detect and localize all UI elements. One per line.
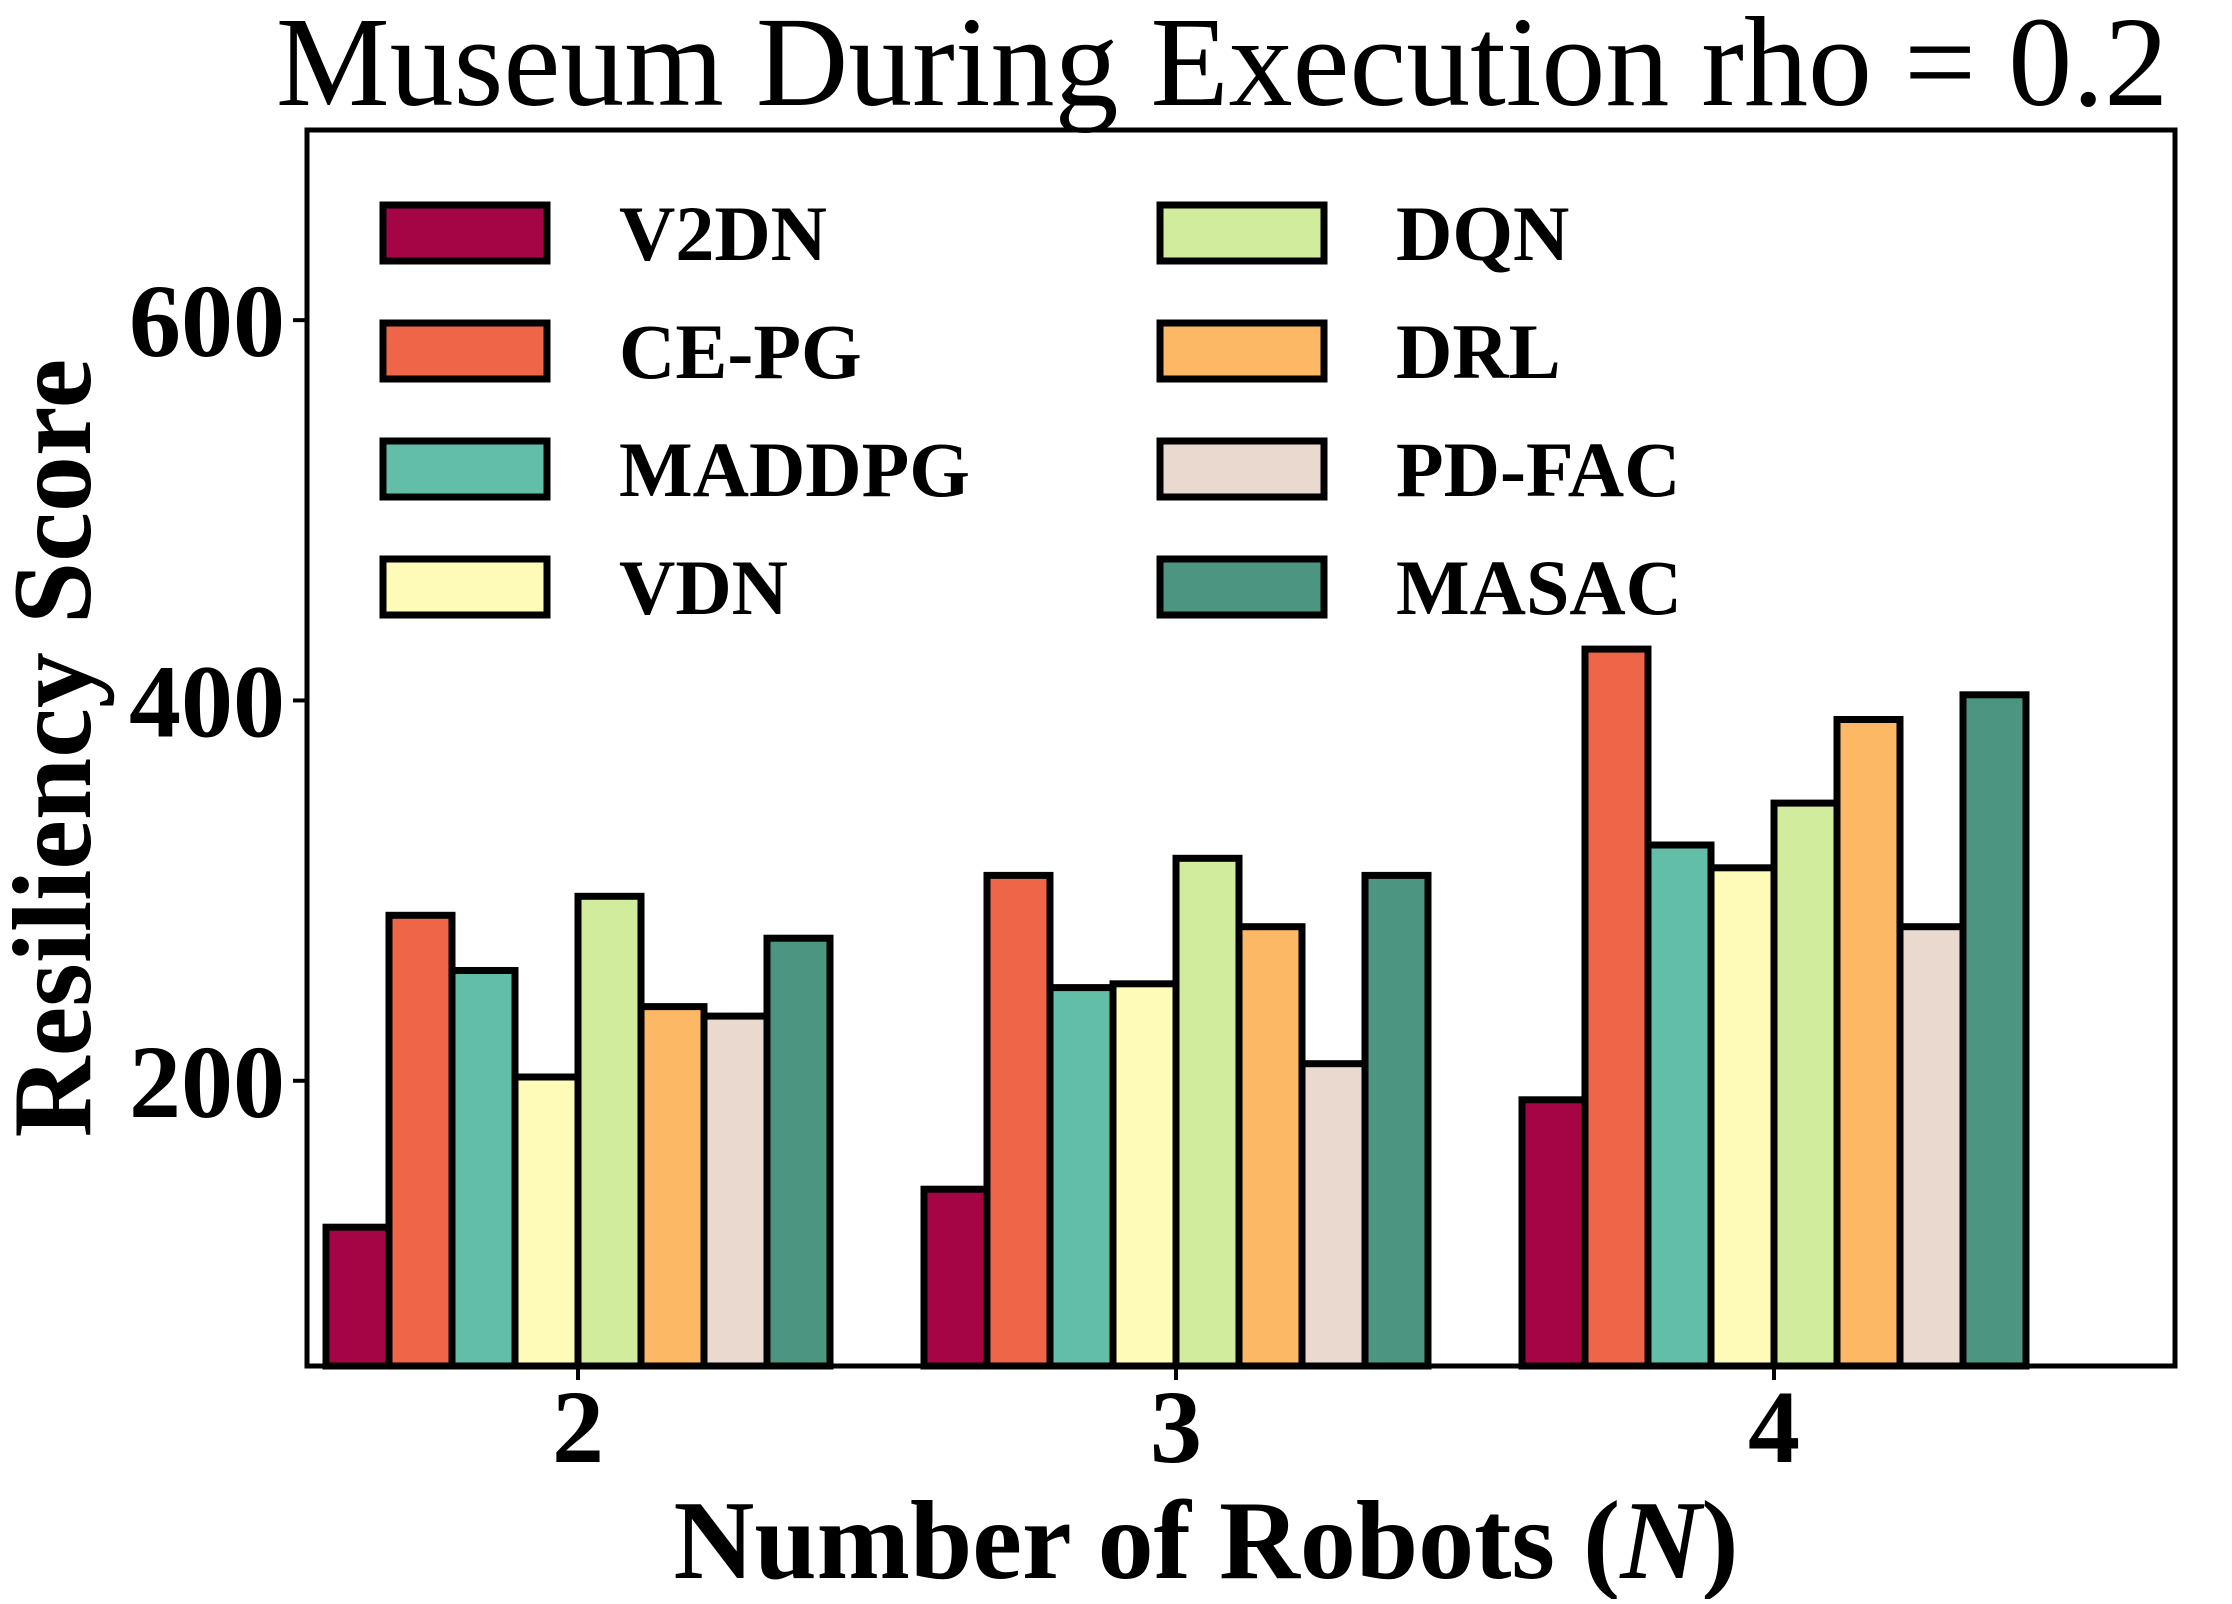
plot-frame [304,127,2178,1369]
legend-swatch-masac [1156,555,1328,619]
bar-vdn-n3 [1109,980,1180,1370]
bar-dqn-n3 [1172,854,1243,1370]
bar-ce-pg-n4 [1581,645,1652,1370]
legend-label-ce-pg: CE-PG [619,308,862,395]
bar-ce-pg-n3 [983,871,1054,1370]
bar-ce-pg-n2 [385,911,456,1370]
bar-vdn-n2 [511,1073,582,1370]
x-axis-label-variable: N [1618,1479,1705,1599]
bar-dqn-n2 [574,892,645,1370]
y-tick-label: 600 [129,264,285,379]
bar-masac-n4 [1959,691,2030,1370]
bar-masac-n2 [763,934,834,1370]
legend-swatch-ce-pg [379,319,551,383]
legend-swatch-maddpg [379,437,551,501]
bar-dqn-n4 [1770,799,1841,1370]
x-axis: 2 3 4 [552,1366,1800,1485]
bars-layer [322,645,2030,1370]
y-axis: 200 400 600 [129,264,307,1140]
y-tick-label: 200 [129,1025,285,1140]
bar-v2dn-n2 [322,1223,393,1370]
bar-pd-fac-n4 [1896,923,1967,1370]
x-tick-label: 3 [1150,1370,1202,1485]
bar-pd-fac-n2 [700,1012,771,1370]
bar-masac-n3 [1361,871,1432,1370]
legend-label-v2dn: V2DN [619,190,827,277]
bar-maddpg-n3 [1046,984,1117,1370]
bar-maddpg-n4 [1644,841,1715,1370]
bar-vdn-n4 [1707,864,1778,1370]
legend-swatch-dqn [1156,201,1328,265]
legend-label-maddpg: MADDPG [619,426,970,513]
legend-swatch-v2dn [379,201,551,265]
bar-v2dn-n3 [920,1185,991,1370]
y-axis-label: Resiliency Score [0,359,115,1138]
legend-label-dqn: DQN [1396,190,1569,277]
bar-drl-n3 [1235,923,1306,1370]
legend-swatch-vdn [379,555,551,619]
chart-title: Museum During Execution rho = 0.2 [276,0,2168,133]
bar-drl-n2 [637,1003,708,1370]
legend-label-vdn: VDN [619,544,788,631]
x-axis-label-suffix: ) [1701,1479,1738,1599]
x-tick-label: 2 [552,1370,604,1485]
legend-swatch-drl [1156,319,1328,383]
legend-label-masac: MASAC [1396,544,1682,631]
legend: V2DN CE-PG MADDPG VDN DQN DRL PD-FAC MASAC [379,190,1682,631]
x-axis-label-prefix: Number of Robots ( [674,1479,1621,1599]
bar-v2dn-n4 [1518,1096,1589,1370]
y-tick-label: 400 [129,644,285,759]
bar-pd-fac-n3 [1298,1060,1369,1370]
x-tick-label: 4 [1748,1370,1800,1485]
legend-label-pd-fac: PD-FAC [1396,426,1680,513]
bar-maddpg-n2 [448,967,519,1370]
bar-drl-n4 [1833,716,1904,1370]
legend-swatch-pd-fac [1156,437,1328,501]
x-axis-label: Number of Robots (N) [674,1479,1739,1599]
legend-label-drl: DRL [1396,308,1561,395]
